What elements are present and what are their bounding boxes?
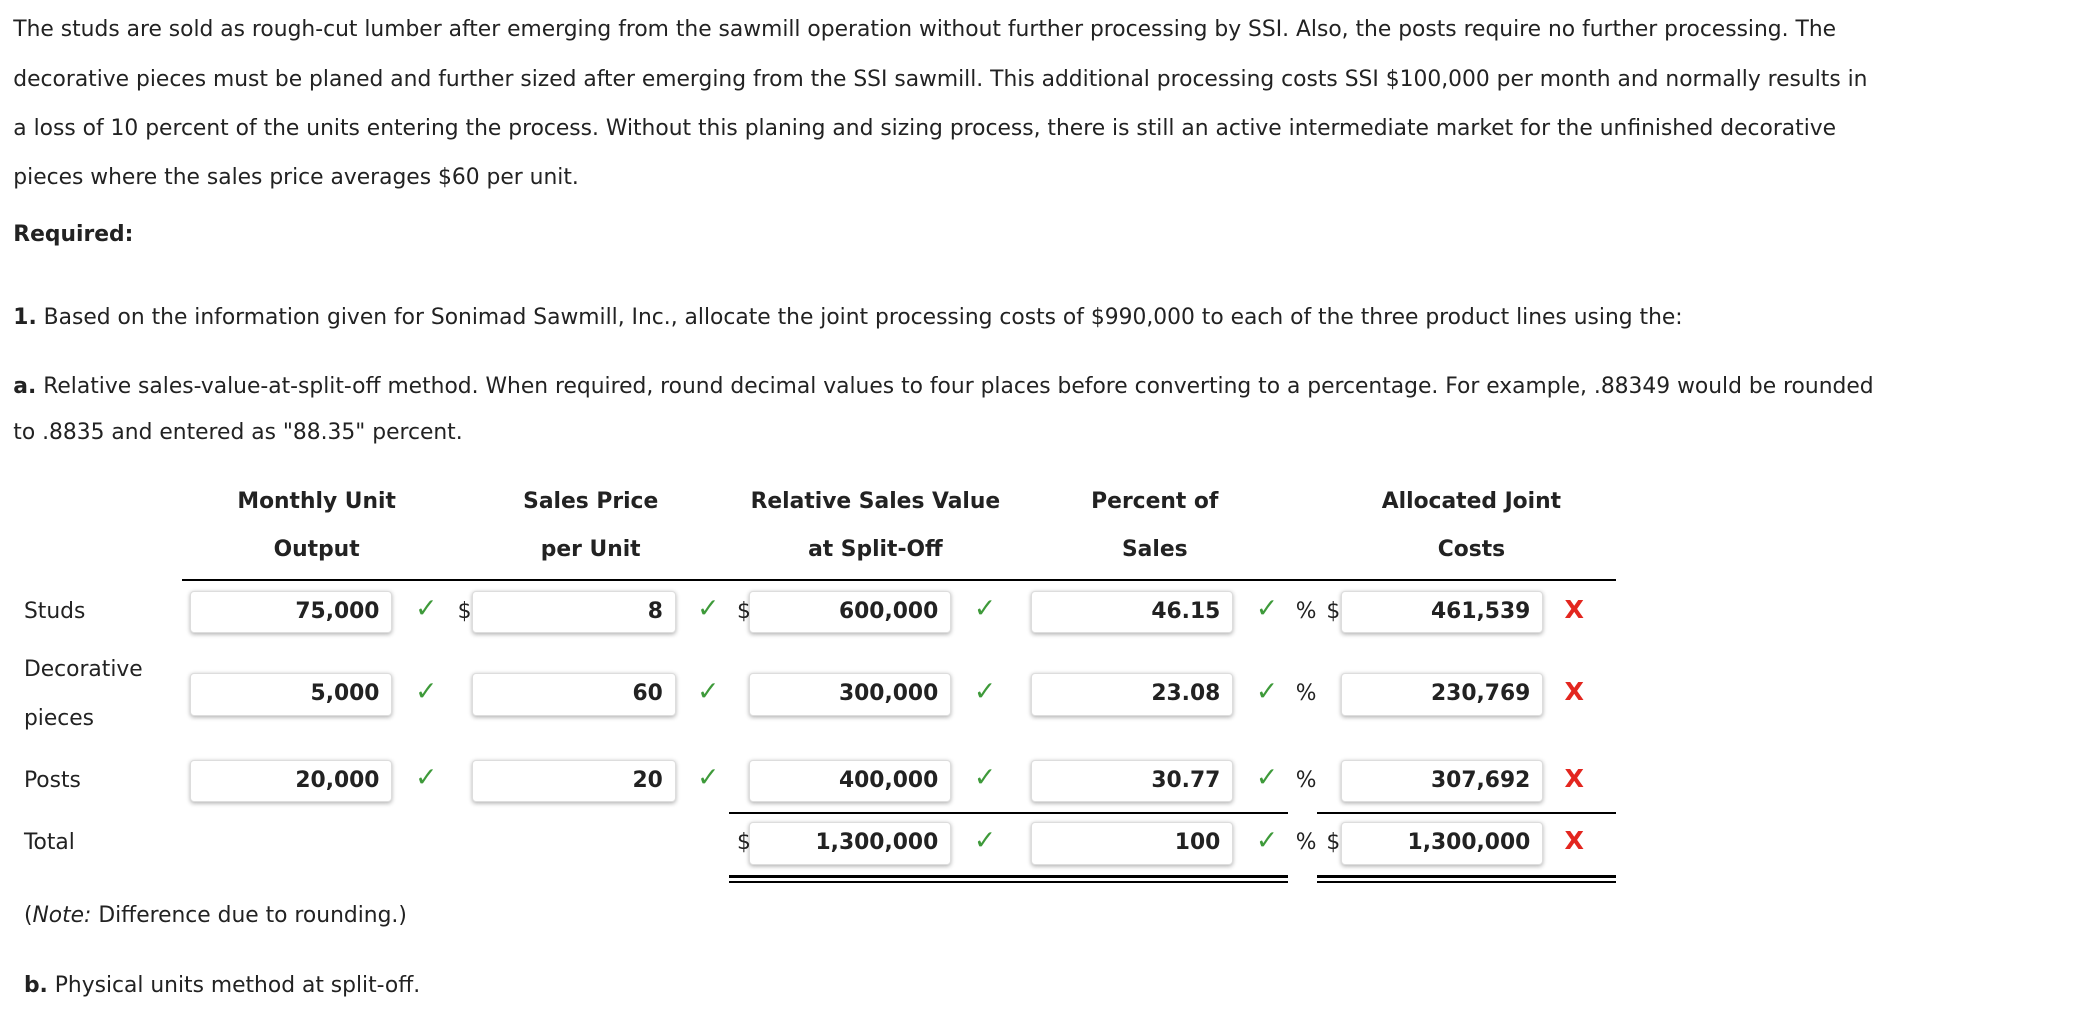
checkmark-icon: ✓ bbox=[973, 762, 997, 794]
checkmark-icon: ✓ bbox=[1255, 675, 1279, 707]
question-a: a. Relative sales-value-at-split-off met… bbox=[13, 374, 1873, 399]
dollar-sign: $ bbox=[737, 830, 751, 856]
pct-input[interactable]: 100 bbox=[1031, 822, 1234, 865]
cross-icon: X bbox=[1564, 594, 1585, 624]
total-double-rule bbox=[1317, 875, 1617, 879]
rsv-input[interactable]: 1,300,000 bbox=[749, 822, 952, 865]
note-text: Difference due to rounding.) bbox=[91, 903, 407, 929]
output-input[interactable]: 5,000 bbox=[190, 673, 393, 716]
q-number: b. bbox=[23, 972, 48, 998]
q-text: Relative sales-value-at-split-off method… bbox=[36, 373, 1874, 399]
dollar-sign: $ bbox=[737, 598, 751, 624]
header-output: Monthly Unit Output bbox=[237, 478, 396, 574]
question-a-line2: to .8835 and entered as "88.35" percent. bbox=[13, 420, 463, 446]
row-label: Posts bbox=[23, 767, 81, 793]
rsv-input[interactable]: 400,000 bbox=[749, 759, 952, 803]
required-heading: Required: bbox=[13, 222, 134, 248]
checkmark-icon: ✓ bbox=[1255, 824, 1279, 856]
rsv-input[interactable]: 600,000 bbox=[749, 590, 952, 634]
header-line: Relative Sales Value bbox=[750, 488, 1001, 514]
header-rule bbox=[182, 578, 1617, 582]
header-line: Monthly Unit bbox=[237, 488, 396, 514]
alloc-input[interactable]: 461,539 bbox=[1341, 590, 1544, 634]
checkmark-icon: ✓ bbox=[415, 675, 438, 707]
note: (Note: Difference due to rounding.) bbox=[24, 903, 407, 928]
total-double-rule bbox=[1317, 880, 1617, 884]
checkmark-icon: ✓ bbox=[973, 593, 997, 625]
total-double-rule bbox=[729, 880, 1288, 884]
pct-input[interactable]: 23.08 bbox=[1031, 673, 1234, 716]
price-input[interactable]: 20 bbox=[472, 759, 676, 803]
checkmark-icon: ✓ bbox=[697, 593, 720, 625]
cross-icon: X bbox=[1564, 826, 1585, 856]
alloc-input[interactable]: 1,300,000 bbox=[1341, 822, 1544, 865]
percent-sign: % bbox=[1295, 598, 1317, 624]
output-input[interactable]: 20,000 bbox=[190, 759, 393, 803]
header-line: Costs bbox=[1437, 536, 1506, 562]
text-line: a loss of 10 percent of the units enteri… bbox=[13, 115, 1837, 141]
checkmark-icon: ✓ bbox=[973, 824, 997, 856]
problem-text: The studs are sold as rough-cut lumber a… bbox=[13, 5, 2075, 202]
header-alloc: Allocated Joint Costs bbox=[1382, 478, 1561, 574]
dollar-sign: $ bbox=[1326, 598, 1341, 624]
output-input[interactable]: 75,000 bbox=[190, 590, 393, 634]
checkmark-icon: ✓ bbox=[415, 762, 438, 794]
subtotal-rule bbox=[729, 811, 1288, 815]
note-label: Note: bbox=[32, 903, 92, 929]
question-1: 1. Based on the information given for So… bbox=[13, 305, 1682, 330]
note-paren: ( bbox=[23, 903, 33, 929]
checkmark-icon: ✓ bbox=[1255, 593, 1279, 625]
alloc-input[interactable]: 307,692 bbox=[1341, 759, 1544, 803]
header-line: per Unit bbox=[540, 536, 641, 562]
header-line: Percent of bbox=[1091, 488, 1219, 514]
percent-sign: % bbox=[1295, 830, 1317, 856]
header-rsv: Relative Sales Value at Split-Off bbox=[751, 478, 1001, 574]
header-line: at Split-Off bbox=[808, 536, 943, 562]
checkmark-icon: ✓ bbox=[415, 593, 438, 625]
header-line: Sales bbox=[1121, 536, 1188, 562]
text-line: pieces where the sales price averages $6… bbox=[13, 164, 579, 190]
row-label: Decorative bbox=[23, 657, 143, 683]
total-double-rule bbox=[729, 875, 1288, 879]
q-text: Based on the information given for Sonim… bbox=[36, 304, 1683, 330]
header-price: Sales Price per Unit bbox=[523, 478, 658, 574]
header-pct: Percent of Sales bbox=[1091, 478, 1218, 574]
q-text: Physical units method at split-off. bbox=[47, 972, 421, 998]
row-label-line2: pieces bbox=[23, 706, 94, 732]
price-input[interactable]: 60 bbox=[472, 673, 676, 716]
cross-icon: X bbox=[1564, 677, 1585, 707]
text-line: decorative pieces must be planed and fur… bbox=[13, 66, 1868, 92]
dollar-sign: $ bbox=[457, 598, 472, 624]
dollar-sign: $ bbox=[1326, 830, 1341, 856]
percent-sign: % bbox=[1295, 767, 1317, 793]
checkmark-icon: ✓ bbox=[1255, 762, 1279, 794]
percent-sign: % bbox=[1295, 681, 1317, 707]
alloc-input[interactable]: 230,769 bbox=[1341, 673, 1544, 716]
q-number: 1. bbox=[13, 304, 37, 330]
checkmark-icon: ✓ bbox=[697, 675, 720, 707]
price-input[interactable]: 8 bbox=[472, 590, 676, 634]
total-label: Total bbox=[23, 830, 75, 856]
row-label: Studs bbox=[23, 598, 86, 624]
header-line: Output bbox=[273, 536, 360, 562]
q-number: a. bbox=[13, 373, 37, 399]
header-line: Sales Price bbox=[523, 488, 659, 514]
checkmark-icon: ✓ bbox=[697, 762, 720, 794]
subtotal-rule bbox=[1317, 811, 1617, 815]
checkmark-icon: ✓ bbox=[973, 675, 997, 707]
cross-icon: X bbox=[1564, 763, 1585, 793]
pct-input[interactable]: 30.77 bbox=[1031, 759, 1234, 803]
rsv-input[interactable]: 300,000 bbox=[749, 673, 952, 716]
question-b: b. Physical units method at split-off. bbox=[24, 973, 420, 998]
header-line: Allocated Joint bbox=[1381, 488, 1562, 514]
pct-input[interactable]: 46.15 bbox=[1031, 590, 1234, 634]
text-line: The studs are sold as rough-cut lumber a… bbox=[13, 17, 1837, 43]
